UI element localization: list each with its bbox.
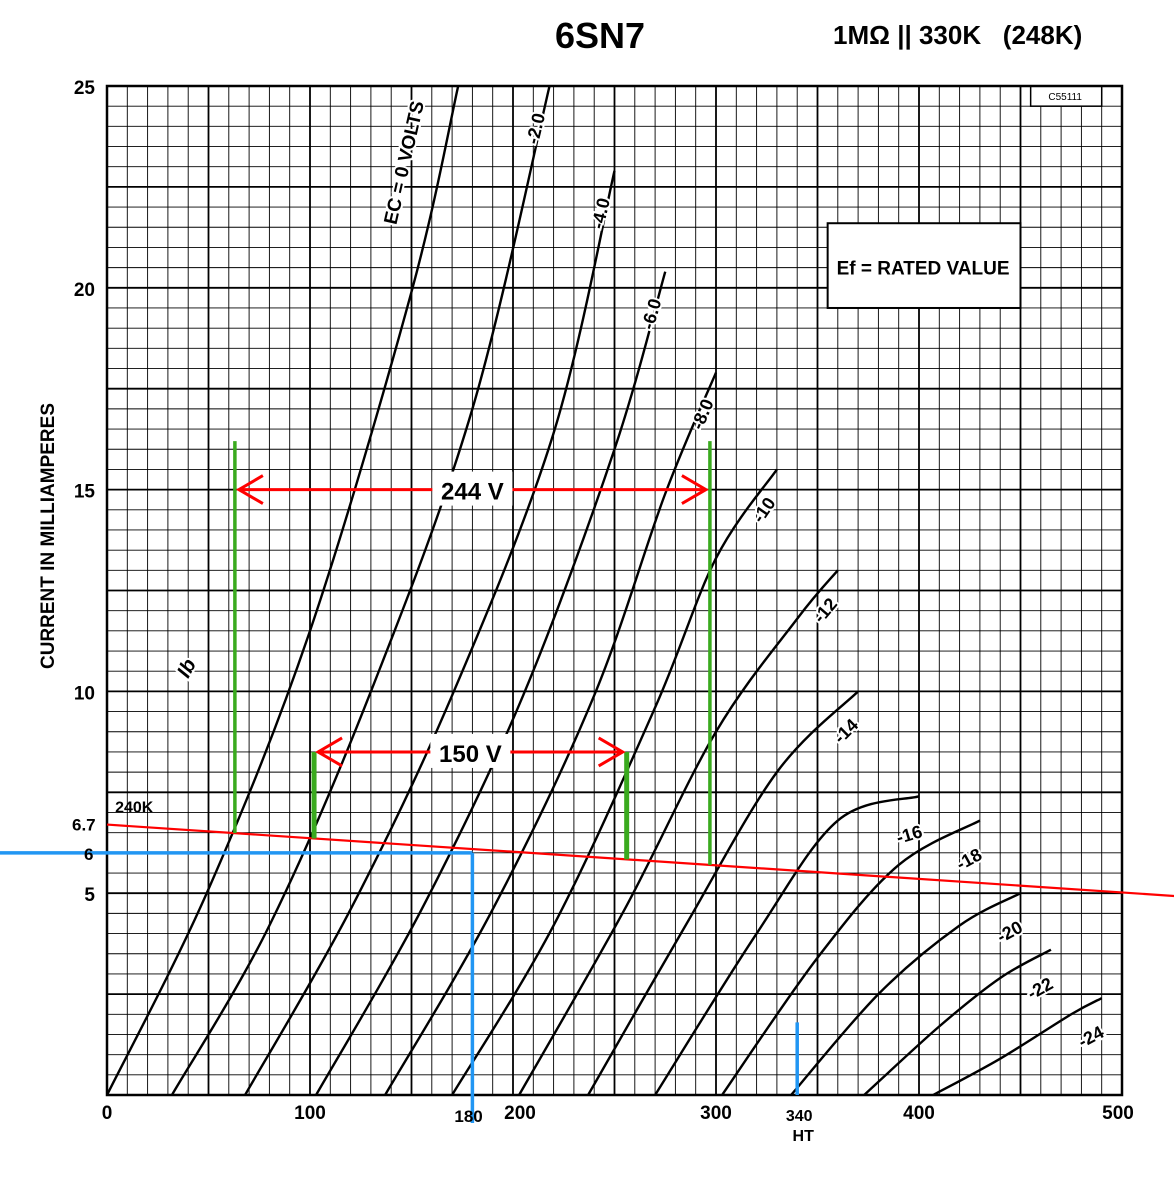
y-tick-label: 10 <box>74 683 95 704</box>
plate-curve <box>790 892 1022 1096</box>
plate-curve <box>170 85 551 1096</box>
grid-voltage-curves <box>105 85 1103 1097</box>
x-tick-label: 400 <box>903 1103 935 1124</box>
curve-label: -14 <box>830 715 863 748</box>
x-tick-label: 500 <box>1102 1103 1134 1124</box>
ht-voltage-label: 340 <box>786 1108 813 1125</box>
plate-curve <box>587 690 859 1096</box>
swing-arrowhead-right <box>597 736 626 768</box>
load-line-label: 240K <box>115 799 154 816</box>
curve-label: -10 <box>748 494 779 527</box>
plate-curve <box>654 795 920 1096</box>
plot-border <box>105 84 1124 1097</box>
curve-label: -2.0 <box>522 111 549 146</box>
swing-arrowhead-left <box>315 736 343 768</box>
x-tick-label: 100 <box>294 1103 326 1124</box>
annotations: Ef = RATED VALUE C55111 Ib 240K 6.7 6 180 340 HT… <box>0 92 1174 1145</box>
plate-curve <box>518 569 839 1096</box>
x-tick-label: 0 <box>102 1103 113 1124</box>
curve-label: -4.0 <box>587 196 613 231</box>
y-axis-label: CURRENT IN MILLIAMPERES <box>38 403 59 669</box>
swing-label-bg <box>432 471 513 506</box>
load-resistance-note: 1MΩ || 330K (248K) <box>833 20 1082 50</box>
plate-curve <box>863 948 1052 1096</box>
plate-curve <box>105 85 460 1096</box>
chart-title: 6SN7 <box>555 15 645 56</box>
axis-ticks: 0 100 200 300 400 500 5 10 15 20 25 <box>74 78 1134 1124</box>
swing-label: 244 V <box>441 479 504 506</box>
x-tick-label: 300 <box>700 1103 732 1124</box>
plate-curve <box>384 372 718 1096</box>
y-tick-label: 5 <box>84 885 95 906</box>
operating-point-y-label: 6 <box>84 845 93 864</box>
y-tick-label: 15 <box>74 482 96 503</box>
curve-label: -24 <box>1075 1022 1107 1052</box>
swing-label: 150 V <box>439 741 502 768</box>
swing-label-bg <box>430 733 511 768</box>
plate-curve <box>932 997 1103 1097</box>
plate-curve <box>451 468 778 1096</box>
plot-frame <box>105 84 1124 1097</box>
swing-arrowhead-left <box>235 474 264 505</box>
rated-value-note: Ef = RATED VALUE <box>837 259 1010 280</box>
ht-label: HT <box>793 1128 815 1145</box>
swing-arrowhead-right <box>681 474 709 505</box>
y-tick-label: 25 <box>74 78 96 99</box>
curve-label: -18 <box>953 844 985 874</box>
rated-value-box <box>826 222 1022 309</box>
plate-curve <box>315 271 667 1096</box>
plate-current-label: Ib <box>173 655 201 681</box>
curve-label: -22 <box>1024 973 1056 1003</box>
curve-label: -6.0 <box>638 296 666 331</box>
x-tick-label: 200 <box>504 1103 536 1124</box>
curve-label: -8.0 <box>687 396 717 432</box>
load-line <box>106 823 1174 898</box>
plate-curve <box>721 819 981 1096</box>
catalog-code: C55111 <box>1048 92 1082 103</box>
plate-curve <box>243 170 616 1096</box>
operating-point-x-label: 180 <box>454 1107 482 1126</box>
y-tick-label: 20 <box>74 280 95 301</box>
load-line-y-intercept: 6.7 <box>72 816 96 835</box>
